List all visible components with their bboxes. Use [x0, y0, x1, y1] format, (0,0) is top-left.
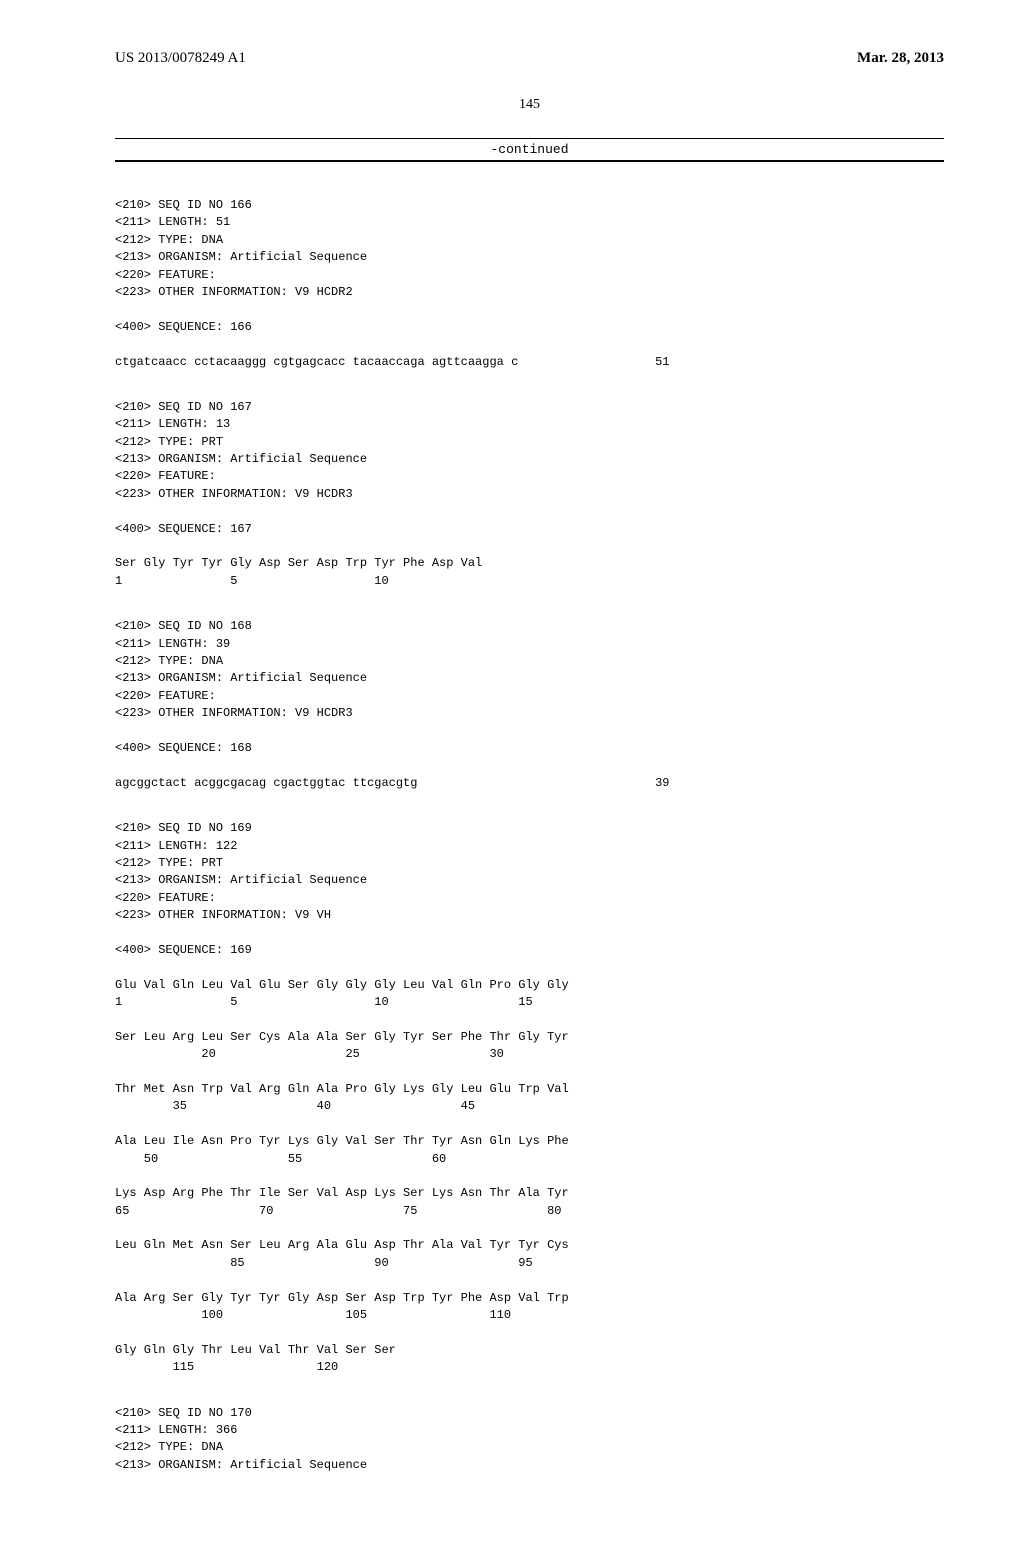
sequence-block: <210> SEQ ID NO 168 <211> LENGTH: 39 <21… — [115, 618, 944, 792]
sequence-block: <210> SEQ ID NO 170 <211> LENGTH: 366 <2… — [115, 1405, 944, 1475]
sequence-block: <210> SEQ ID NO 169 <211> LENGTH: 122 <2… — [115, 820, 944, 1377]
continued-label: -continued — [115, 138, 944, 162]
header-row: US 2013/0078249 A1 Mar. 28, 2013 — [115, 50, 944, 67]
sequence-block: <210> SEQ ID NO 167 <211> LENGTH: 13 <21… — [115, 399, 944, 590]
sequence-container: <210> SEQ ID NO 166 <211> LENGTH: 51 <21… — [115, 197, 944, 1474]
page-number: 145 — [115, 97, 944, 113]
sequence-block: <210> SEQ ID NO 166 <211> LENGTH: 51 <21… — [115, 197, 944, 371]
patent-id: US 2013/0078249 A1 — [115, 50, 246, 67]
publication-date: Mar. 28, 2013 — [857, 50, 944, 67]
